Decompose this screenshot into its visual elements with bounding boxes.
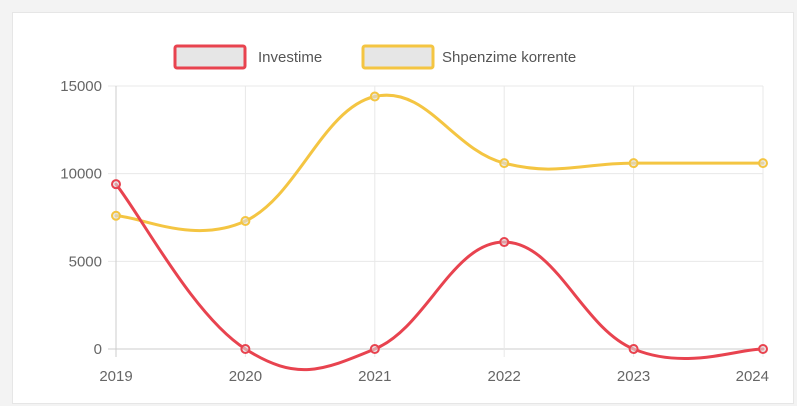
legend-swatch	[173, 44, 247, 70]
series-points	[111, 91, 768, 354]
data-point[interactable]	[111, 179, 121, 190]
x-tick-label: 2024	[736, 368, 769, 385]
data-point[interactable]	[369, 91, 380, 102]
legend-swatch	[361, 44, 435, 70]
x-tick-label: 2021	[358, 368, 391, 385]
data-point[interactable]	[628, 158, 639, 169]
grid	[108, 85, 764, 357]
x-tick-label: 2023	[617, 368, 650, 385]
series-line-0	[114, 182, 765, 372]
data-point[interactable]	[240, 216, 251, 227]
data-point[interactable]	[111, 210, 121, 221]
series-line-1	[114, 93, 765, 232]
chart-card	[12, 12, 794, 404]
data-point[interactable]	[758, 344, 768, 354]
x-tick-label: 2019	[99, 368, 132, 385]
data-point[interactable]	[628, 344, 639, 354]
legend[interactable]: Investime Shpenzime korrente	[173, 44, 576, 70]
data-point[interactable]	[499, 158, 510, 169]
data-point[interactable]	[369, 344, 380, 354]
data-point[interactable]	[499, 237, 510, 248]
data-point[interactable]	[240, 344, 251, 354]
legend-item[interactable]: Investime	[173, 44, 322, 70]
data-point[interactable]	[758, 158, 768, 169]
x-axis-ticks: 2019 2020 2021 2022 2023 2024	[99, 368, 769, 385]
legend-item[interactable]: Shpenzime korrente	[361, 44, 576, 70]
y-tick-label: 0	[94, 341, 102, 358]
y-tick-label: 5000	[69, 253, 102, 270]
y-axis-ticks: 0 5000 10000 15000	[60, 78, 102, 358]
series-lines	[114, 93, 765, 372]
legend-label: Shpenzime korrente	[442, 49, 576, 66]
y-tick-label: 15000	[60, 78, 102, 95]
x-tick-label: 2020	[229, 368, 262, 385]
y-tick-label: 10000	[60, 166, 102, 183]
x-tick-label: 2022	[488, 368, 521, 385]
legend-label: Investime	[258, 49, 322, 66]
